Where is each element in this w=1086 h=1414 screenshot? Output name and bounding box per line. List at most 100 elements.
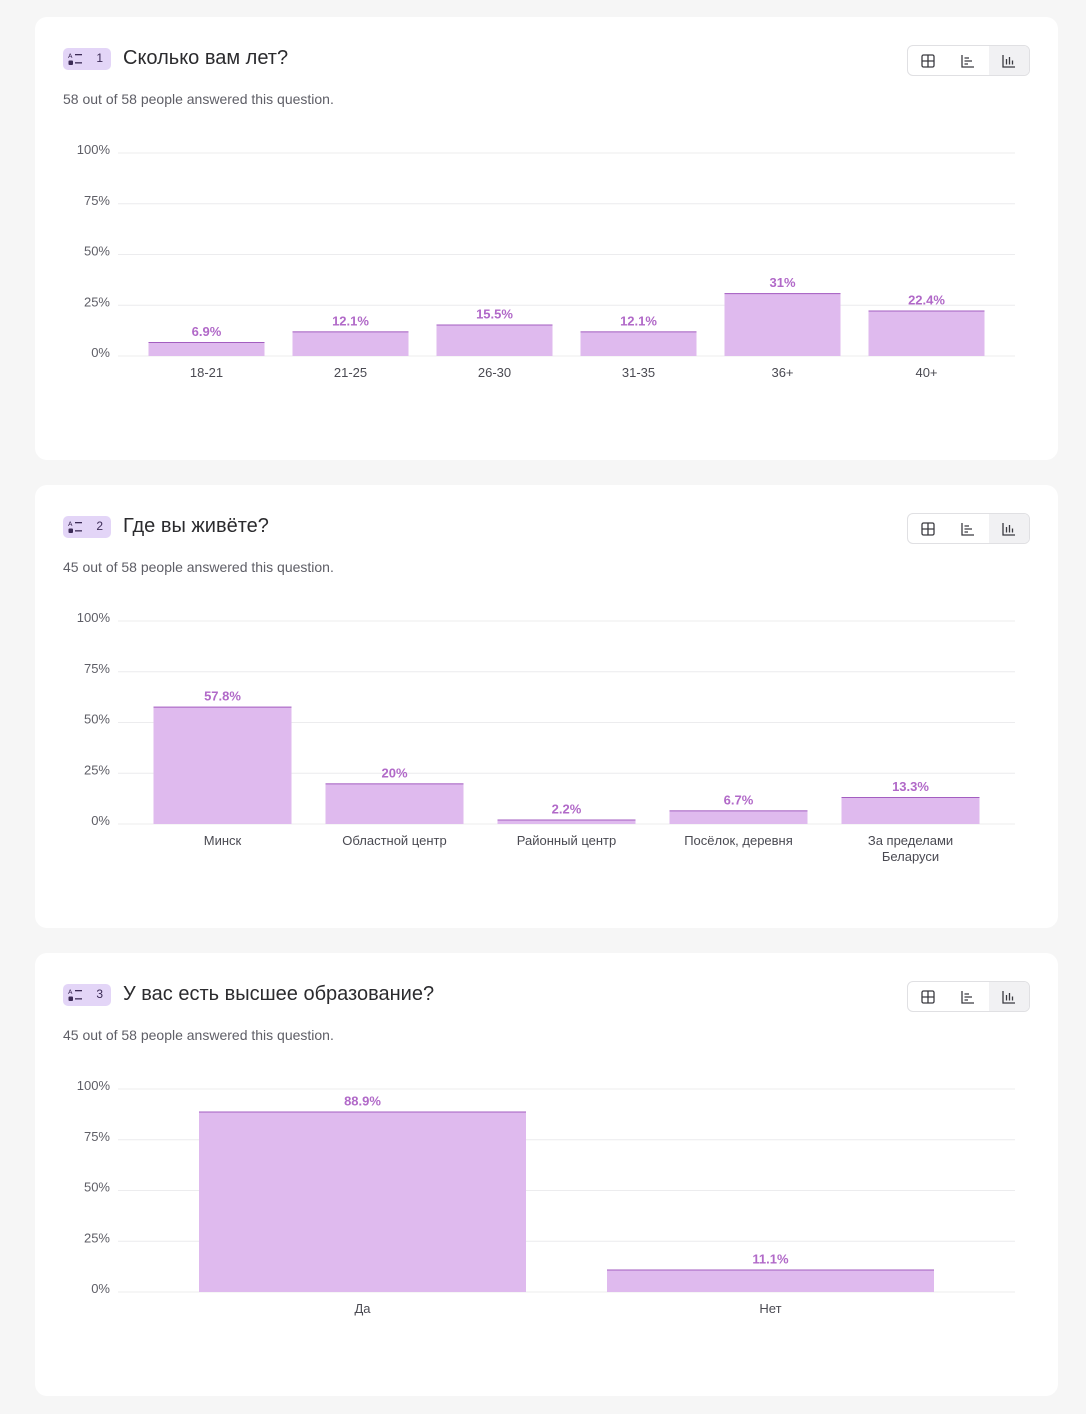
category-label: 26-30 <box>478 365 511 380</box>
table-icon <box>921 989 935 1004</box>
y-tick-label: 75% <box>84 1129 110 1144</box>
question-number: 3 <box>96 987 103 1001</box>
value-label: 6.7% <box>724 792 754 807</box>
multiple-choice-icon: A <box>68 52 82 65</box>
bar <box>148 341 265 356</box>
value-label: 15.5% <box>476 307 513 322</box>
vertical-bar-icon <box>1002 990 1015 1004</box>
horizontal-bar-view-button[interactable] <box>948 982 988 1011</box>
bar <box>436 324 553 356</box>
bar <box>607 1269 934 1292</box>
question-number: 2 <box>96 519 103 533</box>
y-tick-label: 100% <box>77 142 111 157</box>
answered-count: 58 out of 58 people answered this questi… <box>63 91 334 107</box>
multiple-choice-icon: A <box>68 520 82 533</box>
category-label: Посёлок, деревня <box>684 833 793 848</box>
table-view-button[interactable] <box>908 982 948 1011</box>
bar <box>868 310 985 356</box>
category-label: 18-21 <box>190 365 223 380</box>
category-label: Нет <box>759 1301 781 1316</box>
category-label: 21-25 <box>334 365 367 380</box>
question-title: Сколько вам лет? <box>123 47 289 69</box>
vertical-bar-icon <box>1002 54 1015 68</box>
bar <box>580 331 697 356</box>
category-label: Беларуси <box>882 849 939 864</box>
view-switch <box>907 981 1030 1012</box>
bar <box>199 1111 526 1292</box>
y-tick-label: 50% <box>84 244 110 259</box>
svg-text:A: A <box>68 520 73 528</box>
view-switch <box>907 45 1030 76</box>
y-tick-label: 50% <box>84 712 110 727</box>
horizontal-bar-view-button[interactable] <box>948 514 988 543</box>
value-label: 22.4% <box>908 293 945 308</box>
value-label: 6.9% <box>192 324 222 339</box>
view-switch <box>907 513 1030 544</box>
table-icon <box>921 521 935 536</box>
bar <box>841 797 980 824</box>
category-label: 40+ <box>915 365 937 380</box>
category-label: Областной центр <box>342 833 446 848</box>
table-icon <box>921 53 935 68</box>
svg-text:A: A <box>68 988 73 996</box>
horizontal-bar-view-button[interactable] <box>948 46 988 75</box>
bar-chart: 0% 25% 50% 75% 100% 88.9% Да 11.1% Нет <box>77 1078 1015 1316</box>
category-label: За пределами <box>868 833 953 848</box>
bar <box>724 293 841 356</box>
bar-chart: 0% 25% 50% 75% 100% 57.8% Минск 20% Областной це… <box>77 610 1015 864</box>
value-label: 31% <box>769 275 795 290</box>
y-tick-label: 25% <box>84 294 110 309</box>
y-tick-label: 25% <box>84 762 110 777</box>
question-card-2: A 2 Где вы живёте? 45 out of 58 people a… <box>35 485 1058 928</box>
vertical-bar-view-button[interactable] <box>988 982 1029 1011</box>
category-label: 36+ <box>771 365 793 380</box>
vertical-bar-icon <box>1002 522 1015 536</box>
value-label: 11.1% <box>752 1251 789 1266</box>
table-view-button[interactable] <box>908 514 948 543</box>
horizontal-bar-icon <box>961 990 975 1004</box>
bar-chart: 0% 25% 50% 75% 100% 6.9% 18-21 12.1% 21-25 15.5% 2… <box>77 142 1015 380</box>
vertical-bar-view-button[interactable] <box>988 514 1029 543</box>
bar <box>292 331 409 356</box>
answered-count: 45 out of 58 people answered this questi… <box>63 559 334 575</box>
table-view-button[interactable] <box>908 46 948 75</box>
y-tick-label: 25% <box>84 1230 110 1245</box>
question-card-1: A 1 Сколько вам лет? 58 out of 58 people… <box>35 17 1058 460</box>
vertical-bar-view-button[interactable] <box>988 46 1029 75</box>
question-number: 1 <box>96 51 103 65</box>
value-label: 2.2% <box>552 802 582 817</box>
bar <box>669 810 808 824</box>
value-label: 57.8% <box>204 689 241 704</box>
y-tick-label: 0% <box>91 1281 110 1296</box>
answered-count: 45 out of 58 people answered this questi… <box>63 1027 334 1043</box>
y-tick-label: 50% <box>84 1180 110 1195</box>
svg-text:A: A <box>68 52 73 60</box>
category-label: Районный центр <box>517 833 616 848</box>
value-label: 13.3% <box>892 779 929 794</box>
y-tick-label: 100% <box>77 610 111 625</box>
value-label: 12.1% <box>332 313 369 328</box>
bar <box>497 819 636 824</box>
question-card-3: A 3 У вас есть высшее образование? 45 ou… <box>35 953 1058 1396</box>
y-tick-label: 75% <box>84 661 110 676</box>
multiple-choice-icon: A <box>68 988 82 1001</box>
bar <box>153 706 292 824</box>
value-label: 20% <box>381 765 407 780</box>
category-label: Да <box>354 1301 371 1316</box>
y-tick-label: 0% <box>91 813 110 828</box>
category-label: 31-35 <box>622 365 655 380</box>
horizontal-bar-icon <box>961 54 975 68</box>
horizontal-bar-icon <box>961 522 975 536</box>
value-label: 88.9% <box>344 1094 381 1109</box>
question-badge: A 3 <box>63 984 111 1006</box>
category-label: Минск <box>204 833 242 848</box>
y-tick-label: 100% <box>77 1078 111 1093</box>
bar <box>325 783 464 824</box>
value-label: 12.1% <box>620 313 657 328</box>
question-badge: A 2 <box>63 516 111 538</box>
question-title: У вас есть высшее образование? <box>123 983 435 1005</box>
question-title: Где вы живёте? <box>123 515 269 537</box>
y-tick-label: 0% <box>91 345 110 360</box>
question-badge: A 1 <box>63 48 111 70</box>
